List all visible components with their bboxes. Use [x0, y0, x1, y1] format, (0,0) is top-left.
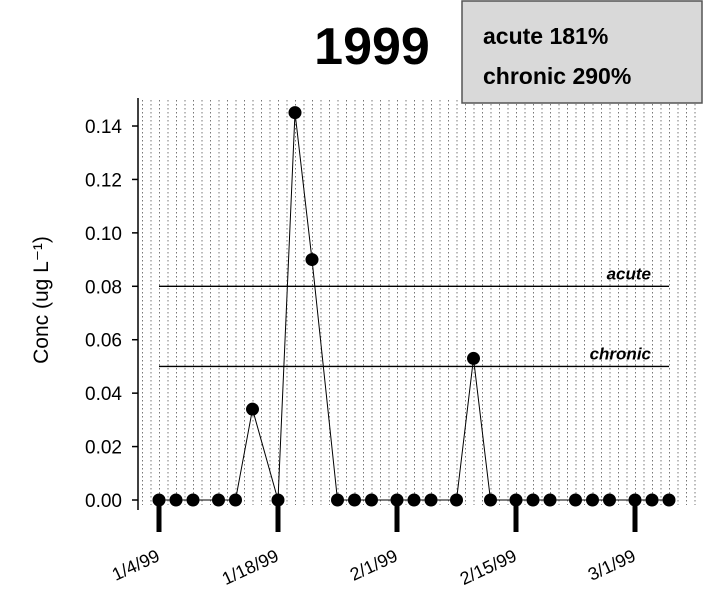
data-point — [305, 253, 319, 267]
data-point — [169, 493, 183, 507]
x-tick-label: 2/15/99 — [457, 545, 520, 589]
annotation: chronic 290% — [483, 63, 631, 89]
data-point — [348, 493, 361, 507]
data-point — [526, 493, 540, 507]
data-point — [569, 493, 582, 507]
data-point — [484, 493, 497, 507]
reference-label: chronic — [590, 344, 652, 363]
data-point — [509, 493, 523, 507]
x-tick-label: 1/4/99 — [109, 545, 163, 584]
data-point — [450, 493, 463, 507]
y-tick-label: 0.08 — [85, 277, 122, 298]
data-point — [628, 493, 642, 507]
data-point — [407, 493, 421, 507]
data-point — [331, 493, 344, 507]
data-point — [288, 106, 302, 120]
data-point — [246, 402, 259, 416]
y-tick-label: 0.10 — [85, 224, 122, 245]
data-point — [467, 351, 480, 365]
reference-label: acute — [607, 264, 651, 283]
y-tick-label: 0.00 — [85, 491, 122, 512]
data-point — [212, 493, 225, 507]
chart-title: 1999 — [314, 18, 430, 76]
data-point — [229, 493, 242, 507]
y-tick-label: 0.12 — [85, 170, 122, 191]
data-point — [152, 493, 166, 507]
data-point — [390, 493, 404, 507]
annotation-box — [461, 0, 703, 104]
y-tick-label: 0.04 — [85, 384, 122, 405]
x-tick-label: 2/1/99 — [347, 545, 401, 584]
y-tick-label: 0.02 — [85, 438, 122, 459]
y-axis-label: Conc (ug L⁻¹) — [30, 236, 53, 364]
x-tick-label: 3/1/99 — [585, 545, 639, 584]
data-point — [186, 493, 200, 507]
plot-grid — [138, 99, 700, 505]
data-point — [586, 493, 599, 507]
x-tick-label: 1/18/99 — [219, 545, 282, 589]
y-tick-label: 0.06 — [85, 331, 122, 352]
data-point — [365, 493, 378, 507]
data-point — [645, 493, 659, 507]
data-point — [662, 493, 676, 507]
data-point — [543, 493, 557, 507]
annotation: acute 181% — [483, 23, 608, 49]
data-point — [603, 493, 616, 507]
data-point — [424, 493, 438, 507]
y-tick-label: 0.14 — [85, 117, 122, 138]
data-point — [271, 493, 285, 507]
